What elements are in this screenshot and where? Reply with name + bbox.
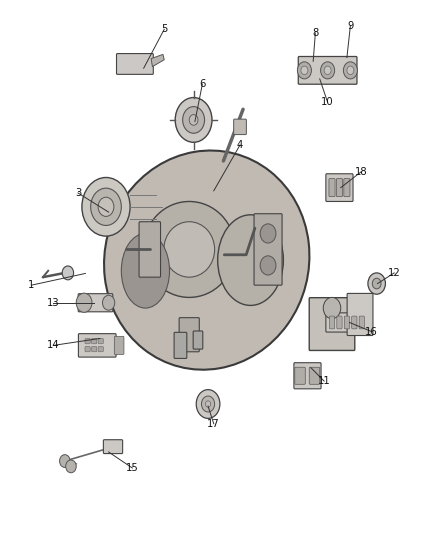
FancyBboxPatch shape bbox=[344, 179, 350, 197]
FancyBboxPatch shape bbox=[336, 179, 343, 197]
Text: 14: 14 bbox=[47, 341, 60, 350]
Circle shape bbox=[347, 66, 354, 75]
Ellipse shape bbox=[143, 201, 235, 297]
Circle shape bbox=[62, 266, 74, 280]
Circle shape bbox=[91, 188, 121, 225]
Circle shape bbox=[175, 98, 212, 142]
Circle shape bbox=[343, 62, 357, 79]
Circle shape bbox=[260, 224, 276, 243]
Text: 11: 11 bbox=[318, 376, 331, 386]
FancyBboxPatch shape bbox=[85, 338, 90, 344]
FancyBboxPatch shape bbox=[329, 179, 335, 197]
Circle shape bbox=[297, 62, 311, 79]
Ellipse shape bbox=[218, 215, 283, 305]
Text: 16: 16 bbox=[365, 327, 378, 336]
Circle shape bbox=[323, 297, 341, 319]
Text: 5: 5 bbox=[161, 25, 167, 34]
Circle shape bbox=[321, 62, 335, 79]
FancyBboxPatch shape bbox=[298, 56, 357, 84]
Circle shape bbox=[196, 390, 220, 418]
FancyBboxPatch shape bbox=[294, 362, 321, 389]
FancyBboxPatch shape bbox=[329, 316, 335, 329]
Text: 1: 1 bbox=[28, 280, 35, 290]
Circle shape bbox=[98, 197, 114, 216]
FancyBboxPatch shape bbox=[92, 338, 97, 344]
FancyBboxPatch shape bbox=[85, 346, 90, 352]
FancyBboxPatch shape bbox=[359, 316, 364, 329]
FancyBboxPatch shape bbox=[344, 316, 350, 329]
FancyBboxPatch shape bbox=[92, 346, 97, 352]
FancyBboxPatch shape bbox=[347, 293, 373, 336]
FancyBboxPatch shape bbox=[114, 336, 124, 354]
FancyBboxPatch shape bbox=[337, 316, 342, 329]
FancyBboxPatch shape bbox=[174, 333, 187, 359]
Circle shape bbox=[368, 273, 385, 294]
Circle shape bbox=[372, 278, 381, 289]
Circle shape bbox=[60, 455, 70, 467]
FancyBboxPatch shape bbox=[78, 334, 116, 357]
Circle shape bbox=[76, 293, 92, 312]
Circle shape bbox=[183, 107, 205, 133]
FancyBboxPatch shape bbox=[98, 346, 103, 352]
Circle shape bbox=[201, 396, 215, 412]
Text: 4: 4 bbox=[237, 140, 243, 150]
FancyBboxPatch shape bbox=[352, 316, 357, 329]
FancyBboxPatch shape bbox=[309, 367, 320, 384]
FancyBboxPatch shape bbox=[326, 174, 353, 201]
Text: 9: 9 bbox=[347, 21, 353, 30]
Ellipse shape bbox=[121, 233, 170, 308]
FancyBboxPatch shape bbox=[139, 222, 160, 277]
FancyBboxPatch shape bbox=[309, 297, 355, 351]
Circle shape bbox=[102, 295, 115, 310]
Circle shape bbox=[260, 256, 276, 275]
FancyBboxPatch shape bbox=[193, 331, 203, 349]
FancyBboxPatch shape bbox=[295, 367, 305, 384]
Circle shape bbox=[82, 177, 130, 236]
Polygon shape bbox=[151, 54, 164, 67]
Circle shape bbox=[324, 66, 331, 75]
Circle shape bbox=[189, 115, 198, 125]
Text: 15: 15 bbox=[126, 463, 139, 473]
Text: 12: 12 bbox=[388, 268, 401, 278]
Ellipse shape bbox=[164, 222, 215, 277]
Text: 3: 3 bbox=[75, 188, 81, 198]
Text: 17: 17 bbox=[207, 419, 220, 429]
FancyBboxPatch shape bbox=[117, 54, 153, 74]
Text: 10: 10 bbox=[321, 98, 334, 107]
Text: 8: 8 bbox=[312, 28, 318, 38]
FancyBboxPatch shape bbox=[103, 440, 123, 454]
FancyBboxPatch shape bbox=[179, 318, 199, 352]
Text: 13: 13 bbox=[47, 298, 60, 308]
FancyBboxPatch shape bbox=[78, 294, 113, 312]
Text: 6: 6 bbox=[199, 79, 205, 89]
FancyBboxPatch shape bbox=[98, 338, 103, 344]
FancyBboxPatch shape bbox=[326, 313, 368, 332]
Text: 18: 18 bbox=[355, 167, 367, 176]
Circle shape bbox=[301, 66, 308, 75]
Circle shape bbox=[205, 401, 211, 407]
Ellipse shape bbox=[104, 150, 309, 370]
FancyBboxPatch shape bbox=[254, 214, 282, 285]
FancyBboxPatch shape bbox=[234, 119, 247, 134]
Circle shape bbox=[66, 460, 76, 473]
